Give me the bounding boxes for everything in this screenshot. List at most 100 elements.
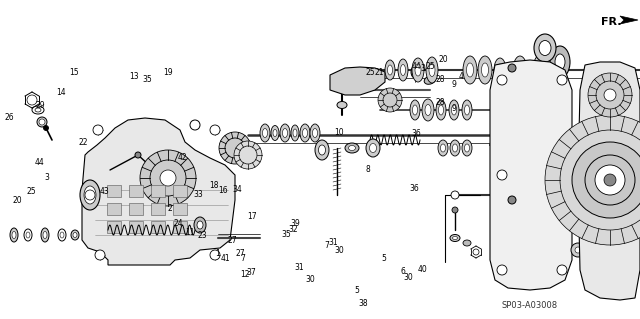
Circle shape — [160, 170, 176, 186]
Bar — [151, 203, 165, 215]
Ellipse shape — [387, 65, 392, 75]
Text: 30: 30 — [334, 246, 344, 255]
Text: FR.: FR. — [601, 17, 621, 27]
Text: 26: 26 — [4, 113, 14, 122]
Circle shape — [378, 88, 402, 112]
Ellipse shape — [80, 180, 100, 210]
Circle shape — [596, 81, 624, 109]
Ellipse shape — [410, 100, 420, 120]
Circle shape — [560, 130, 640, 230]
Ellipse shape — [555, 54, 565, 70]
Circle shape — [557, 265, 567, 275]
Text: 15: 15 — [69, 68, 79, 77]
Ellipse shape — [467, 63, 474, 77]
Ellipse shape — [73, 233, 77, 238]
Circle shape — [588, 73, 632, 117]
Text: 31: 31 — [294, 263, 304, 272]
Ellipse shape — [452, 236, 458, 240]
Ellipse shape — [534, 34, 556, 62]
Text: 9: 9 — [452, 104, 457, 113]
Text: 35: 35 — [142, 75, 152, 84]
Bar — [151, 185, 165, 197]
Ellipse shape — [424, 76, 436, 84]
Ellipse shape — [32, 106, 44, 114]
Text: 21: 21 — [375, 68, 384, 77]
Ellipse shape — [271, 125, 279, 140]
Ellipse shape — [413, 105, 417, 115]
Text: 3: 3 — [44, 173, 49, 182]
Circle shape — [95, 250, 105, 260]
Ellipse shape — [462, 140, 472, 156]
Text: 11: 11 — [186, 228, 195, 237]
Text: 22: 22 — [79, 138, 88, 147]
Ellipse shape — [84, 186, 96, 204]
Circle shape — [604, 174, 616, 186]
Ellipse shape — [436, 100, 446, 120]
Ellipse shape — [366, 139, 380, 157]
Text: 44: 44 — [35, 158, 45, 167]
Ellipse shape — [291, 125, 299, 141]
Text: 20: 20 — [12, 196, 22, 205]
Bar — [129, 203, 143, 215]
Ellipse shape — [451, 105, 456, 115]
Text: 29: 29 — [35, 101, 45, 110]
Ellipse shape — [465, 105, 470, 115]
Circle shape — [497, 75, 507, 85]
Bar — [107, 185, 121, 197]
Ellipse shape — [12, 232, 16, 239]
Circle shape — [383, 93, 397, 107]
Text: 9: 9 — [452, 80, 457, 89]
Ellipse shape — [41, 228, 49, 242]
Polygon shape — [82, 118, 235, 265]
Text: 31: 31 — [328, 238, 338, 247]
Ellipse shape — [494, 58, 506, 82]
Ellipse shape — [293, 129, 297, 137]
Ellipse shape — [273, 130, 277, 137]
Ellipse shape — [450, 234, 460, 241]
Circle shape — [225, 138, 245, 158]
Ellipse shape — [550, 46, 570, 78]
Text: 10: 10 — [334, 128, 344, 137]
Text: 33: 33 — [193, 190, 204, 199]
Ellipse shape — [513, 56, 527, 84]
Text: 36: 36 — [411, 130, 421, 138]
Ellipse shape — [536, 63, 543, 78]
Ellipse shape — [450, 140, 460, 156]
Text: 27: 27 — [235, 249, 245, 258]
Ellipse shape — [425, 105, 431, 115]
Circle shape — [554, 161, 562, 169]
Ellipse shape — [438, 140, 448, 156]
Text: 25: 25 — [26, 187, 36, 196]
Text: 24: 24 — [173, 219, 183, 228]
Circle shape — [508, 64, 516, 72]
Ellipse shape — [438, 105, 444, 115]
Text: 23: 23 — [197, 231, 207, 240]
Circle shape — [135, 152, 141, 158]
Circle shape — [140, 150, 196, 206]
Text: 1: 1 — [215, 249, 220, 258]
Ellipse shape — [260, 124, 270, 142]
Text: 28: 28 — [436, 98, 445, 107]
Text: 12: 12 — [240, 270, 249, 279]
Ellipse shape — [463, 240, 471, 246]
Ellipse shape — [310, 124, 320, 142]
Text: SP03-A03008: SP03-A03008 — [502, 300, 558, 309]
Circle shape — [39, 119, 45, 125]
Ellipse shape — [194, 217, 206, 233]
Text: 37: 37 — [246, 268, 257, 277]
Ellipse shape — [71, 230, 79, 240]
Text: 20: 20 — [438, 56, 449, 64]
Text: 32: 32 — [288, 225, 298, 234]
Text: 34: 34 — [232, 185, 242, 194]
Ellipse shape — [465, 144, 470, 152]
Text: 3: 3 — [420, 64, 425, 73]
Bar — [107, 221, 121, 233]
Ellipse shape — [449, 100, 459, 120]
Circle shape — [451, 191, 459, 199]
Circle shape — [497, 170, 507, 180]
Ellipse shape — [345, 143, 359, 153]
Text: 8: 8 — [365, 165, 371, 174]
Ellipse shape — [398, 59, 408, 81]
Bar — [107, 203, 121, 215]
Ellipse shape — [422, 99, 434, 121]
